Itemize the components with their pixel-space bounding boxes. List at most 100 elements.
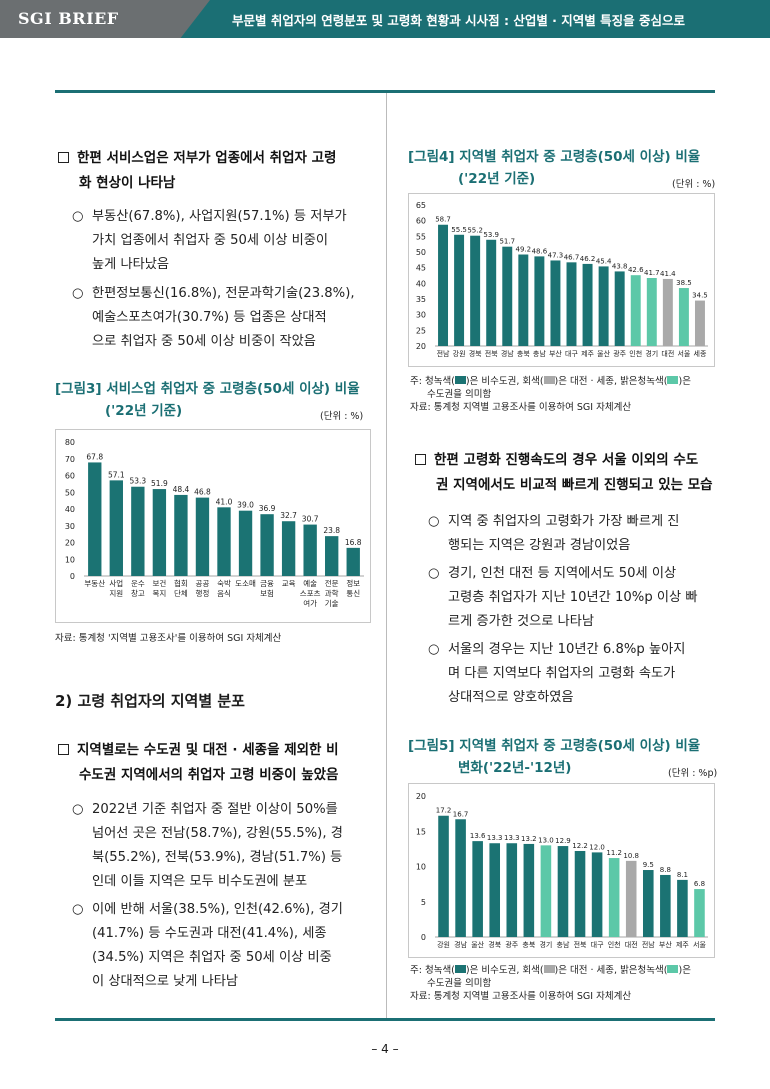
- category-label: 충남: [533, 349, 546, 358]
- y-tick-label: 30: [65, 522, 75, 531]
- line: 르게 증가한 것으로 나타남: [448, 614, 595, 629]
- circle-bullet-icon: ○: [72, 802, 84, 817]
- category-label: 도소매: [235, 579, 256, 588]
- y-tick-label: 20: [416, 792, 426, 801]
- circle-bullet-icon: ○: [72, 286, 84, 301]
- category-label: 광주: [505, 941, 518, 949]
- square-bullet-icon: [58, 744, 69, 755]
- bar: [518, 254, 529, 346]
- category-label: 인천: [629, 349, 642, 358]
- fig3-chart: 0 10 20 30 40 50 60 70 80 67.8 부동산 57.1 사업 지원 53.3 운수 창고…: [55, 429, 371, 623]
- y-tick-label: 50: [416, 248, 426, 257]
- bar-value-label: 41.7: [644, 269, 660, 277]
- bar: [238, 510, 253, 576]
- category-label: 광주: [613, 350, 626, 358]
- line: 한편정보통신(16.8%), 전문과학기술(23.8%),: [92, 286, 355, 301]
- bar-value-label: 57.1: [108, 470, 125, 479]
- bar-value-label: 13.3: [487, 834, 503, 842]
- bar-value-label: 23.8: [323, 526, 340, 535]
- bar-value-label: 12.2: [572, 842, 588, 850]
- sub-bullet-high-regions: ○ 2022년 기준 취업자 중 절반 이상이 50%를 넘어선 곳은 전남(5…: [72, 798, 377, 894]
- line: 며 다른 지역보다 취업자의 고령화 속도가: [448, 666, 676, 681]
- bar-value-label: 53.9: [483, 231, 499, 239]
- bullet-text: 지역별로는 수도권 및 대전 · 세종을 제외한 비: [77, 742, 339, 758]
- y-tick-label: 35: [416, 295, 426, 304]
- line: 북(55.2%), 전북(53.9%), 경남(51.7%) 등: [92, 850, 343, 865]
- bar: [489, 843, 501, 937]
- bar-value-label: 48.4: [173, 485, 190, 494]
- bar-value-label: 46.2: [580, 255, 596, 263]
- bar-value-label: 53.3: [129, 477, 146, 486]
- note-text: )은: [678, 965, 691, 976]
- bar-value-label: 10.8: [623, 852, 639, 860]
- category-label: 경기: [539, 940, 552, 949]
- bar: [174, 494, 188, 576]
- fig5-title-line1: [그림5] 지역별 취업자 중 고령층(50세 이상) 비율: [408, 738, 701, 754]
- y-tick-label: 10: [65, 555, 75, 564]
- bar: [534, 256, 545, 346]
- y-tick-label: 25: [416, 326, 426, 335]
- bar-value-label: 46.7: [564, 253, 580, 261]
- y-tick-label: 40: [65, 505, 75, 514]
- category-label: 보건: [152, 578, 166, 588]
- bar-value-label: 38.5: [676, 279, 692, 287]
- fig5-title: [그림5] 지역별 취업자 중 고령층(50세 이상) 비율 변화('22년-'…: [408, 735, 728, 779]
- category-label: 운수: [131, 579, 145, 588]
- section-title-regional: 2) 고령 취업자의 지역별 분포: [55, 692, 245, 710]
- category-label: 충북: [517, 349, 530, 358]
- note-text: 주: 청녹색(: [410, 965, 455, 976]
- page-number: – 4 –: [371, 1042, 399, 1056]
- fig4-title-line1: [그림4] 지역별 취업자 중 고령층(50세 이상) 비율: [408, 149, 701, 165]
- y-tick-label: 20: [65, 539, 75, 548]
- gray-swatch: [543, 965, 555, 973]
- bar-value-label: 67.8: [86, 452, 103, 461]
- circle-bullet-icon: ○: [428, 514, 440, 529]
- bar: [470, 235, 481, 346]
- y-tick-label: 50: [65, 488, 75, 497]
- category-label: 대구: [591, 941, 604, 949]
- category-label: 보험: [260, 589, 274, 598]
- category-label: 충북: [522, 940, 535, 949]
- category-label: 대구: [565, 350, 578, 358]
- bar-value-label: 45.4: [596, 257, 612, 265]
- bar: [455, 819, 466, 937]
- square-bullet-icon: [58, 152, 69, 163]
- fig4-unit: (단위 : %): [672, 179, 716, 190]
- line: 2022년 기준 취업자 중 절반 이상이 50%를: [92, 802, 338, 817]
- y-tick-label: 10: [416, 863, 426, 872]
- category-label: 교육: [282, 579, 296, 588]
- line: (41.7%) 등 수도권과 대전(41.4%), 세종: [92, 926, 327, 941]
- category-label: 경기: [645, 349, 658, 358]
- line: 가치 업종에서 취업자 중 50세 이상 비중이: [92, 233, 329, 248]
- bar: [678, 288, 689, 346]
- bar: [281, 521, 296, 576]
- category-label: 전북: [485, 349, 498, 358]
- category-label: 정보: [346, 578, 360, 588]
- line: 서울의 경우는 지난 10년간 6.8%p 높아지: [448, 642, 686, 657]
- line: 상대적으로 양호하였음: [448, 690, 574, 705]
- top-rule: [55, 90, 715, 93]
- bar: [260, 514, 274, 576]
- category-label: 경북: [469, 349, 482, 358]
- y-tick-label: 80: [65, 438, 75, 447]
- y-tick-label: 20: [416, 342, 426, 351]
- category-label: 울산: [597, 349, 610, 358]
- fig4-title: [그림4] 지역별 취업자 중 고령층(50세 이상) 비율 ('22년 기준): [408, 146, 728, 190]
- fig5-unit: (단위 : %p): [668, 768, 718, 779]
- category-label: 경남: [454, 940, 467, 949]
- line: 인데 이들 지역은 모두 비수도권에 분포: [92, 874, 308, 889]
- category-label: 서울: [693, 940, 706, 949]
- category-label: 지원: [109, 589, 123, 598]
- bar-value-label: 13.0: [538, 836, 554, 844]
- bar-value-label: 13.2: [521, 835, 537, 843]
- line: 경기, 인천 대전 등 지역에서도 50세 이상: [448, 566, 677, 581]
- category-label: 부동산: [84, 578, 105, 588]
- bullet-text: 수도권 지역에서의 취업자 고령 비중이 높았음: [79, 767, 339, 783]
- bar: [303, 524, 317, 576]
- y-tick-label: 40: [416, 279, 426, 288]
- light-green-swatch: [667, 376, 679, 384]
- bar-value-label: 48.6: [532, 247, 548, 255]
- bar-value-label: 12.9: [555, 837, 571, 845]
- sub-bullet-low-ratio: ○ 한편정보통신(16.8%), 전문과학기술(23.8%), 예술스포츠여가(…: [72, 282, 377, 354]
- category-label: 서울: [677, 349, 690, 358]
